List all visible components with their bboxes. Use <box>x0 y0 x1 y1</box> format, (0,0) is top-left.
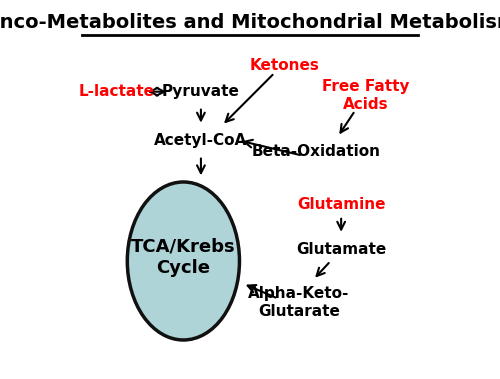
Text: TCA/Krebs
Cycle: TCA/Krebs Cycle <box>131 238 236 277</box>
Text: Free Fatty
Acids: Free Fatty Acids <box>322 79 410 112</box>
Text: Alpha-Keto-
Glutarate: Alpha-Keto- Glutarate <box>248 286 350 319</box>
Text: L-lactate: L-lactate <box>79 84 155 99</box>
Ellipse shape <box>128 182 240 340</box>
Text: Beta-Oxidation: Beta-Oxidation <box>252 144 381 160</box>
Text: Onco-Metabolites and Mitochondrial Metabolism: Onco-Metabolites and Mitochondrial Metab… <box>0 13 500 32</box>
Text: Ketones: Ketones <box>250 58 320 73</box>
Text: Acetyl-CoA: Acetyl-CoA <box>154 133 248 148</box>
Text: Glutamate: Glutamate <box>296 242 386 257</box>
Text: Glutamine: Glutamine <box>297 197 386 212</box>
Text: Pyruvate: Pyruvate <box>162 84 240 99</box>
